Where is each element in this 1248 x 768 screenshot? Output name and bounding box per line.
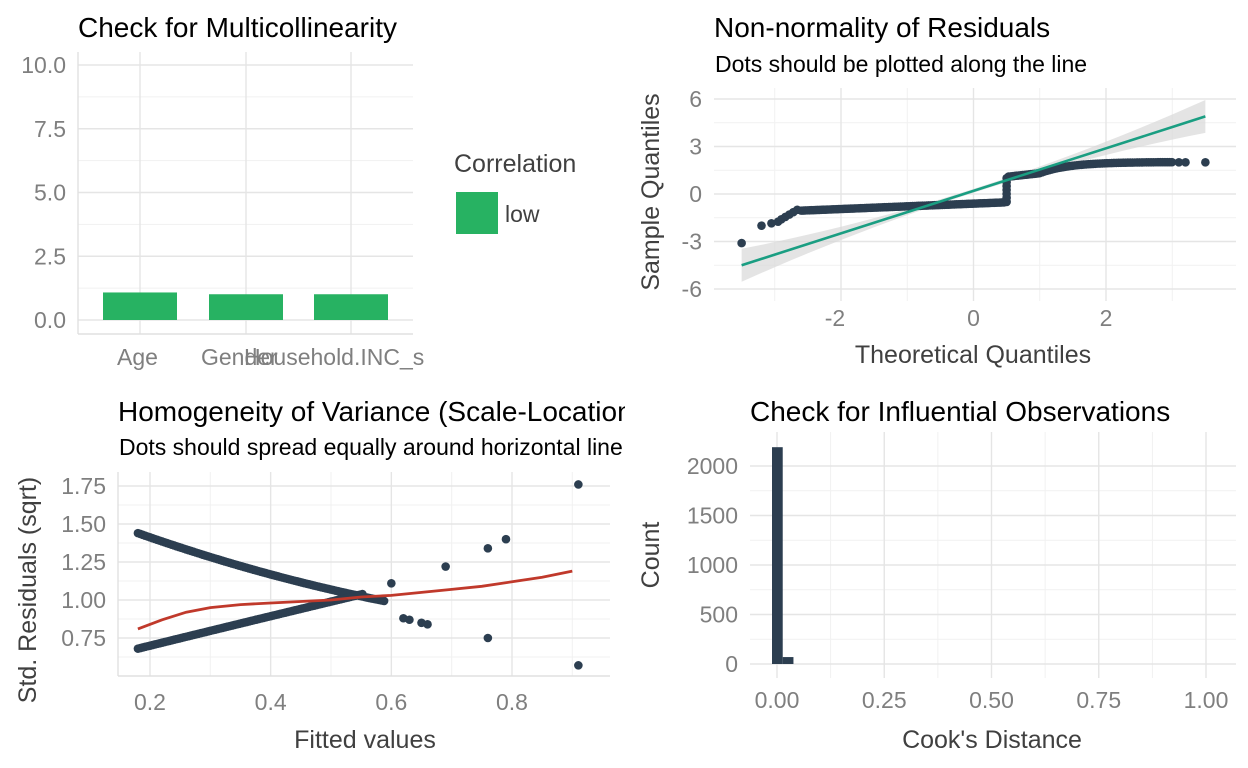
influential-x-ticks: 0.00 0.25 0.50 0.75 1.00 [755, 687, 1229, 713]
y-tick-label: 5.0 [34, 180, 66, 206]
qq-point [737, 238, 746, 248]
multicollinearity-title: Check for Multicollinearity [78, 12, 397, 43]
residual-point [574, 480, 583, 489]
homogeneity-plot: 0.75 1.00 1.25 1.50 1.75 0.2 0.4 0.6 0.8 Fitted… [14, 472, 610, 754]
y-tick-label: 1.25 [61, 549, 106, 575]
y-tick-label: -6 [682, 276, 702, 302]
influential-grid [750, 432, 1236, 678]
histogram-bar [772, 447, 783, 664]
histogram-bar [782, 657, 794, 664]
residual-point [387, 578, 396, 588]
multicollinearity-y-ticks: 0.0 2.5 5.0 7.5 10.0 [21, 52, 66, 333]
influential-y-ticks: 0 500 1000 1500 2000 [687, 453, 738, 677]
y-tick-label: 1500 [687, 503, 738, 529]
legend-title: Correlation [454, 150, 576, 178]
homogeneity-points [133, 480, 583, 670]
normality-x-ticks: -2 0 2 [825, 305, 1113, 331]
residual-point [379, 596, 389, 606]
y-tick-label: 1.00 [61, 587, 106, 613]
homogeneity-x-label: Fitted values [294, 726, 436, 754]
y-tick-label: 2.5 [34, 243, 66, 269]
multicollinearity-grid [77, 52, 413, 335]
normality-y-label: Sample Quantiles [637, 93, 665, 290]
qq-point [767, 218, 776, 228]
y-tick-label: 0 [689, 181, 702, 207]
y-tick-label: 10.0 [21, 52, 66, 78]
residual-point [423, 620, 432, 629]
qq-point [1174, 158, 1184, 167]
multicollinearity-bars [103, 292, 388, 320]
residual-point [501, 534, 511, 544]
x-tick-label: 0.25 [862, 687, 907, 713]
y-tick-label: -3 [682, 229, 702, 255]
y-tick-label: 7.5 [34, 116, 66, 142]
qq-reference-line [741, 115, 1206, 267]
vif-bar [103, 292, 177, 320]
x-tick-label: -2 [825, 305, 845, 331]
homogeneity-y-ticks: 0.75 1.00 1.25 1.50 1.75 [61, 473, 106, 651]
x-tick-label: 0.6 [375, 689, 407, 715]
x-tick-label: Gender [201, 344, 278, 370]
homogeneity-smooth-line [137, 569, 573, 631]
x-tick-label: Household.INC_s [244, 344, 424, 370]
homogeneity-title: Homogeneity of Variance (Scale-Location) [118, 396, 642, 427]
x-tick-label: 0.8 [496, 689, 528, 715]
normality-reference-line [741, 115, 1206, 267]
residual-point [441, 562, 450, 571]
vif-bar [314, 294, 388, 320]
legend-label-low: low [505, 201, 540, 227]
y-tick-label: 1.75 [61, 473, 106, 499]
vif-bar [209, 294, 283, 320]
x-tick-label: 2 [1100, 305, 1113, 331]
homogeneity-panel: Homogeneity of Variance (Scale-Location)… [118, 396, 642, 460]
x-tick-label: 1.00 [1184, 687, 1229, 713]
x-tick-label: 0.75 [1076, 687, 1121, 713]
homogeneity-y-label: Std. Residuals (sqrt) [14, 477, 42, 703]
normality-subtitle: Dots should be plotted along the line [715, 51, 1087, 77]
influential-x-label: Cook's Distance [902, 726, 1082, 754]
influential-panel: Check for Influential Observations 0 500 1… [637, 396, 1236, 754]
normality-x-label: Theoretical Quantiles [855, 341, 1091, 369]
homogeneity-subtitle: Dots should spread equally around horizo… [119, 434, 623, 460]
normality-y-ticks: -6 -3 0 3 6 [682, 86, 702, 302]
y-tick-label: 0 [725, 651, 738, 677]
residual-point [574, 661, 583, 670]
y-tick-label: 1000 [687, 552, 738, 578]
qq-point [1181, 158, 1190, 167]
residual-point [405, 615, 414, 625]
y-tick-label: 0.0 [34, 307, 66, 333]
correlation-legend: Correlation low [454, 150, 576, 234]
x-tick-label: 0.50 [969, 687, 1014, 713]
loess-smooth-line [137, 569, 573, 631]
multicollinearity-panel: Check for Multicollinearity 0.0 2.5 5.0 7.5… [21, 12, 576, 370]
qq-point [757, 221, 766, 230]
influential-y-label: Count [637, 522, 665, 589]
residual-point [483, 544, 493, 553]
y-tick-label: 2000 [687, 453, 738, 479]
qq-point [1167, 157, 1177, 167]
legend-key-low [456, 192, 498, 234]
y-tick-label: 6 [689, 86, 702, 112]
influential-title: Check for Influential Observations [750, 396, 1170, 427]
y-tick-label: 3 [689, 134, 702, 160]
x-tick-label: 0.2 [134, 689, 166, 715]
x-tick-label: 0 [967, 305, 980, 331]
influential-histogram [772, 447, 794, 664]
normality-grid [714, 88, 1236, 301]
y-tick-label: 1.50 [61, 511, 106, 537]
x-tick-label: 0.00 [755, 687, 800, 713]
residual-point [483, 633, 493, 643]
normality-panel: Non-normality of Residuals Dots should b… [637, 12, 1236, 369]
y-tick-label: 500 [700, 602, 738, 628]
y-tick-label: 0.75 [61, 625, 106, 651]
x-tick-label: Age [117, 344, 158, 370]
normality-title: Non-normality of Residuals [714, 12, 1050, 43]
homogeneity-grid [117, 472, 610, 677]
homogeneity-x-ticks: 0.2 0.4 0.6 0.8 [134, 689, 528, 715]
x-tick-label: 0.4 [255, 689, 287, 715]
qq-point [1201, 158, 1210, 167]
normality-points [737, 157, 1210, 248]
